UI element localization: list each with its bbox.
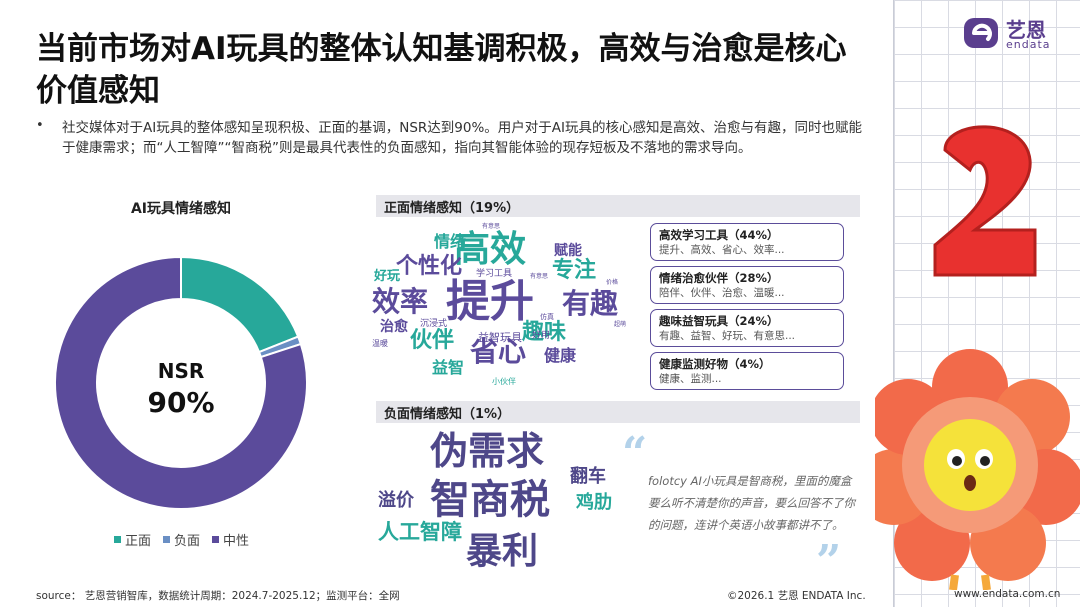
negative-section-title: 负面情绪感知（1%） — [384, 407, 511, 422]
card-title: 高效学习工具（44%） — [659, 228, 779, 242]
card-title: 趣味益智玩具（24%） — [659, 314, 779, 328]
donut-slice-neutral — [54, 255, 308, 510]
positive-cloud-word: 益智玩具 — [478, 331, 522, 344]
negative-section-header: 负面情绪感知（1%） — [376, 401, 860, 423]
page-title: 当前市场对AI玩具的整体认知基调积极，高效与治愈是核心价值感知 — [36, 31, 847, 109]
card-subtitle: 陪伴、伙伴、治愈、温暖... — [659, 287, 785, 299]
positive-cloud-word: 小伙伴 — [492, 377, 516, 386]
card-subtitle: 有趣、益智、好玩、有意思... — [659, 330, 796, 342]
positive-cloud-word: 价格 — [606, 279, 619, 286]
logo-en-text: endata — [1006, 38, 1051, 51]
card-subtitle: 提升、高效、省心、效率... — [659, 244, 785, 256]
quote-open-mark: “ — [622, 428, 648, 479]
legend-item-negative: 负面 — [163, 530, 200, 549]
positive-card-2: 情绪治愈伙伴（28%） 陪伴、伙伴、治愈、温暖... — [650, 266, 844, 304]
legend-label-negative: 负面 — [174, 534, 201, 549]
negative-word-cloud: 伪需求 智商税暴利 人工智障 溢价 翻车鸡肋 — [366, 424, 636, 584]
intro-paragraph: 社交媒体对于AI玩具的整体感知呈现积极、正面的基调，NSR达到90%。用户对于A… — [62, 120, 862, 156]
logo-cn-text: 艺恩 — [1006, 18, 1046, 42]
positive-cloud-word: 专注 — [552, 258, 597, 283]
bullet-dot: • — [36, 118, 44, 133]
endata-logo-icon — [964, 18, 998, 48]
positive-section-header: 正面情绪感知（19%） — [376, 195, 860, 217]
positive-cloud-word: 益智 — [432, 358, 465, 377]
donut-slice-positive — [180, 255, 300, 354]
positive-card-3: 趣味益智玩具（24%） 有趣、益智、好玩、有意思... — [650, 309, 844, 347]
donut-center-label: NSR — [158, 359, 205, 383]
donut-slices — [54, 255, 308, 510]
footer-copyright: ©2026.1 艺恩 ENDATA Inc. — [727, 590, 866, 602]
donut-center-value: 90% — [147, 386, 214, 419]
positive-word-cloud: 高效提升 个性化效率 有趣 专注 情绪赋能好玩伙伴 省心 趣味 治愈健康益智 益智玩具 学习工具沉… — [366, 222, 636, 392]
negative-cloud-word: 人工智障 — [378, 520, 462, 544]
positive-cloud-word: 趣味 — [522, 320, 567, 345]
positive-cloud-word: 高效 — [454, 229, 527, 270]
donut-chart-title: AI玩具情绪感知 — [130, 201, 232, 217]
negative-cloud-word: 暴利 — [466, 531, 539, 572]
card-subtitle: 健康、监测... — [659, 373, 722, 385]
negative-cloud-word: 溢价 — [378, 490, 414, 511]
positive-cloud-word: 仿真 — [540, 313, 554, 321]
positive-card-1: 高效学习工具（44%） 提升、高效、省心、效率... — [650, 223, 844, 261]
positive-cloud-word: 学习工具 — [476, 269, 513, 279]
positive-cloud-word: 伙伴 — [410, 328, 455, 353]
positive-section-title: 正面情绪感知（19%） — [384, 201, 520, 216]
positive-cloud-word: 提升 — [446, 276, 534, 327]
legend-swatch-neutral — [212, 536, 220, 543]
positive-cloud-word: 好用 — [532, 331, 551, 341]
legend-label-neutral: 中性 — [223, 534, 250, 549]
negative-cloud-word: 翻车 — [570, 466, 606, 487]
legend-swatch-negative — [163, 536, 171, 543]
endata-logo: 艺恩 endata — [962, 14, 1072, 51]
positive-cloud-word: 沉浸式 — [420, 319, 448, 329]
positive-cloud-word: 有意思 — [530, 273, 549, 280]
positive-cloud-word: 情绪 — [434, 232, 467, 251]
positive-cloud-word: 好玩 — [374, 269, 401, 284]
legend-swatch-positive — [114, 536, 121, 543]
positive-cloud-word: 省心 — [470, 335, 527, 368]
negative-cloud-word: 伪需求 — [430, 429, 545, 473]
card-title: 情绪治愈伙伴（28%） — [659, 271, 779, 285]
positive-cloud-word: 有意思 — [482, 223, 501, 230]
legend-item-neutral: 中性 — [212, 530, 249, 549]
positive-cloud-word: 温暖 — [372, 339, 388, 348]
quote-close-mark: ” — [816, 536, 842, 587]
positive-cloud-word: 健康 — [544, 346, 577, 365]
negative-quote-text: folotcy AI小玩具是智商税，里面的魔盒要么听不清楚你的声音，要么回答不了… — [648, 474, 855, 532]
chart-legend: 正面 负面 中性 — [114, 530, 249, 549]
card-title: 健康监测好物（4%） — [659, 357, 771, 371]
positive-cloud-word: 赋能 — [554, 243, 582, 259]
donut-chart: NSR 90% — [54, 255, 308, 510]
positive-cloud-word: 治愈 — [380, 319, 408, 335]
positive-cloud-word: 个性化 — [396, 254, 463, 279]
footer-website: www.endata.com.cn — [954, 588, 1061, 600]
positive-card-4: 健康监测好物（4%） 健康、监测... — [650, 352, 844, 390]
legend-item-positive: 正面 — [114, 530, 151, 549]
positive-cloud-word: 超萌 — [614, 321, 627, 328]
positive-cloud-word: 效率 — [372, 285, 429, 318]
footer-source: source： 艺恩营销智库，数据统计周期：2024.7-2025.12；监测平… — [36, 590, 400, 602]
positive-cloud-word: 有趣 — [562, 287, 619, 320]
legend-label-positive: 正面 — [125, 534, 152, 549]
negative-cloud-word: 鸡肋 — [576, 492, 612, 513]
negative-cloud-word: 智商税 — [430, 477, 550, 523]
mascot-illustration — [875, 125, 1080, 590]
